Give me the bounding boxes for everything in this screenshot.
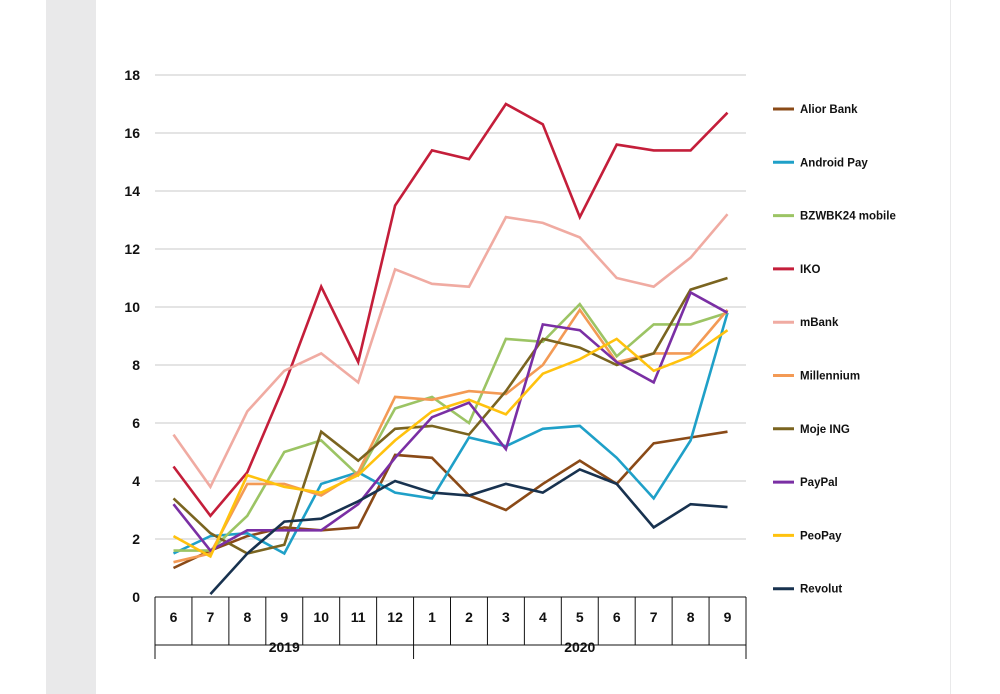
x-tick-label-3: 9: [280, 609, 288, 625]
legend-label-bzwbk24-mobile: BZWBK24 mobile: [800, 211, 896, 223]
legend-label-peopay: PeoPay: [800, 530, 842, 542]
x-tick-label-11: 5: [576, 609, 584, 625]
series-line-alior-bank: [172, 430, 728, 570]
x-tick-label-15: 9: [724, 609, 732, 625]
legend-label-iko: IKO: [800, 264, 821, 276]
y-tick-label-14: 14: [124, 183, 140, 199]
x-tick-label-12: 6: [613, 609, 621, 625]
x-tick-label-2: 8: [243, 609, 251, 625]
x-group-label-2020: 2020: [564, 639, 595, 655]
legend-label-alior-bank: Alior Bank: [800, 104, 858, 116]
series-line-revolut: [209, 467, 728, 595]
x-tick-label-0: 6: [170, 609, 178, 625]
series-line-peopay: [172, 329, 729, 559]
x-tick-label-7: 1: [428, 609, 436, 625]
series-line-mbank: [172, 213, 729, 490]
x-tick-label-6: 12: [387, 609, 403, 625]
x-tick-label-14: 8: [687, 609, 695, 625]
series-line-millennium: [173, 307, 729, 564]
y-tick-label-4: 4: [132, 473, 140, 489]
series-line-iko: [172, 102, 729, 518]
x-tick-label-10: 4: [539, 609, 547, 625]
legend-label-moje-ing: Moje ING: [800, 424, 850, 436]
x-tick-label-13: 7: [650, 609, 658, 625]
legend-label-revolut: Revolut: [800, 584, 842, 596]
series-line-paypal: [172, 290, 729, 553]
y-tick-label-0: 0: [132, 589, 140, 605]
y-tick-label-6: 6: [132, 415, 140, 431]
y-tick-label-12: 12: [124, 241, 140, 257]
series-line-bzwbk24-mobile: [173, 302, 728, 552]
x-tick-label-8: 2: [465, 609, 473, 625]
x-tick-label-4: 10: [313, 609, 329, 625]
y-tick-label-16: 16: [124, 125, 140, 141]
x-tick-label-1: 7: [207, 609, 215, 625]
y-tick-label-8: 8: [132, 357, 140, 373]
legend-label-mbank: mBank: [800, 317, 839, 329]
legend-label-millennium: Millennium: [800, 371, 860, 383]
legend-label-android-pay: Android Pay: [800, 157, 868, 169]
x-tick-label-9: 3: [502, 609, 510, 625]
legend-label-paypal: PayPal: [800, 477, 838, 489]
series-line-android-pay: [172, 312, 729, 556]
x-group-label-2019: 2019: [269, 639, 300, 655]
y-tick-label-10: 10: [124, 299, 140, 315]
y-tick-label-18: 18: [124, 67, 140, 83]
chart-card: [96, 0, 950, 694]
x-tick-label-5: 11: [351, 609, 366, 625]
y-tick-label-2: 2: [132, 531, 140, 547]
series-line-moje-ing: [172, 276, 728, 555]
